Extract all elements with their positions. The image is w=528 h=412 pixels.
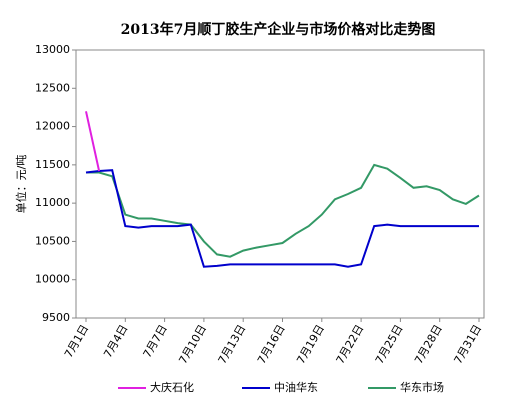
y-tick-label: 10500 bbox=[35, 234, 70, 247]
x-tick-label: 7月28日 bbox=[412, 323, 445, 367]
y-tick-label: 13000 bbox=[35, 43, 70, 56]
y-tick-label: 12000 bbox=[35, 120, 70, 133]
x-tick-label: 7月1日 bbox=[62, 323, 91, 361]
x-tick-label: 7月4日 bbox=[101, 323, 130, 361]
legend-label: 大庆石化 bbox=[150, 380, 194, 394]
x-tick-label: 7月22日 bbox=[334, 323, 367, 367]
y-tick-label: 9500 bbox=[42, 311, 70, 324]
legend-label: 中油华东 bbox=[274, 380, 318, 394]
x-tick-label: 7月10日 bbox=[176, 323, 209, 367]
y-tick-label: 11500 bbox=[35, 158, 70, 171]
legend-label: 华东市场 bbox=[400, 380, 444, 394]
x-tick-label: 7月25日 bbox=[373, 323, 406, 367]
x-tick-label: 7月13日 bbox=[216, 323, 249, 367]
series-line bbox=[85, 169, 479, 268]
x-tick-label: 7月7日 bbox=[141, 323, 170, 361]
y-axis-label: 单位：元/吨 bbox=[14, 155, 28, 214]
y-tick-label: 12500 bbox=[35, 81, 70, 94]
series-line bbox=[85, 111, 101, 172]
x-tick-label: 7月19日 bbox=[294, 323, 327, 367]
y-tick-label: 10000 bbox=[35, 273, 70, 286]
y-tick-label: 11000 bbox=[35, 196, 70, 209]
plot-area bbox=[75, 49, 485, 319]
x-tick-label: 7月16日 bbox=[255, 323, 288, 367]
chart-title: 2013年7月顺丁胶生产企业与市场价格对比走势图 bbox=[121, 21, 436, 38]
x-tick-label: 7月31日 bbox=[451, 323, 484, 367]
series-line bbox=[86, 163, 480, 258]
